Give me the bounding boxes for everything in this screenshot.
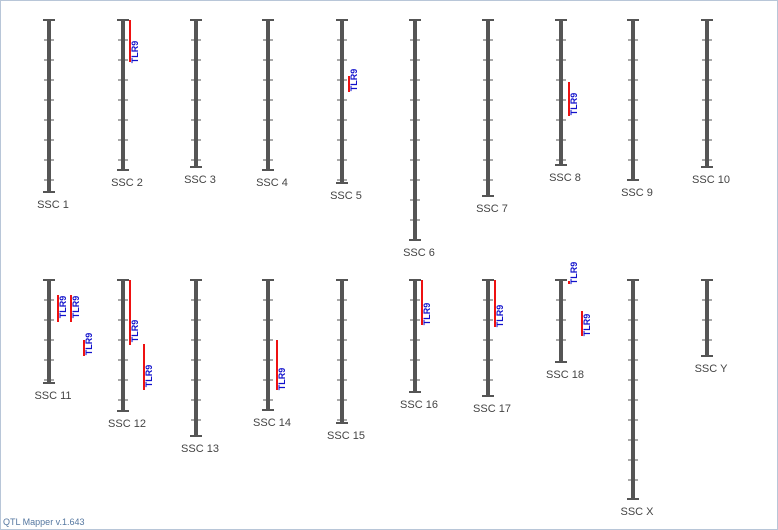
qtl-label: TLR9 xyxy=(144,365,154,388)
chromosome-label: SSC 15 xyxy=(327,430,365,442)
chromosome-group: SSC 6 xyxy=(403,19,435,259)
chromosome-bar xyxy=(486,20,490,196)
chromosome-bar xyxy=(266,280,270,410)
chromosome-bar xyxy=(486,280,490,396)
chromosome-group: SSC 7 xyxy=(476,19,508,215)
qtl-label: TLR9 xyxy=(71,296,81,319)
chromosome-label: SSC 11 xyxy=(34,390,71,402)
chromosome-bar xyxy=(705,280,709,356)
chromosome-group: SSC 10 xyxy=(692,19,730,186)
chromosome-group: SSC 1 xyxy=(37,19,69,211)
chromosome-group: SSC Y xyxy=(695,279,728,375)
chromosome-group: SSC 13 xyxy=(181,279,219,455)
chromosome-label: SSC 16 xyxy=(400,399,438,411)
chromosome-label: SSC 1 xyxy=(37,199,69,211)
chromosome-group: SSC 15 xyxy=(327,279,365,442)
chromosome-label: SSC 8 xyxy=(549,172,581,184)
chromosome-label: SSC 9 xyxy=(621,187,653,199)
chromosome-label: SSC 3 xyxy=(184,174,216,186)
qtl-label: TLR9 xyxy=(58,296,68,319)
chromosome-label: SSC 17 xyxy=(473,403,511,415)
chromosome-group: SSC 17 TLR9 xyxy=(473,279,511,415)
chromosome-label: SSC Y xyxy=(695,363,728,375)
chromosome-label: SSC X xyxy=(620,506,654,518)
chromosome-label: SSC 12 xyxy=(108,418,146,430)
chromosome-bar xyxy=(413,280,417,392)
chromosome-bar xyxy=(121,280,125,411)
chromosome-group: SSC 5 TLR9 xyxy=(330,19,362,202)
qtl-label: TLR9 xyxy=(349,69,359,92)
chromosome-label: SSC 18 xyxy=(546,369,584,381)
chromosome-group: SSC 8 TLR9 xyxy=(549,19,581,184)
qtl-label: TLR9 xyxy=(130,41,140,64)
qtl-label: TLR9 xyxy=(84,333,94,356)
chromosome-bar xyxy=(266,20,270,170)
chromosome-bar xyxy=(559,20,563,165)
chromosome-label: SSC 5 xyxy=(330,190,362,202)
qtl-label: TLR9 xyxy=(422,303,432,326)
chromosome-bar xyxy=(47,280,51,383)
chromosome-bar xyxy=(340,20,344,183)
chromosome-group: SSC 12 TLR9 TLR9 xyxy=(108,279,154,430)
qtl-label: TLR9 xyxy=(569,262,579,285)
chromosome-group: SSC 9 xyxy=(621,19,653,199)
chromosome-bar xyxy=(47,20,51,192)
chromosome-label: SSC 14 xyxy=(253,417,291,429)
chromosome-bar xyxy=(413,20,417,240)
chromosome-bar xyxy=(194,20,198,167)
chromosome-bar xyxy=(631,280,635,499)
chromosome-group: SSC 2 TLR9 xyxy=(111,19,143,189)
qtl-label: TLR9 xyxy=(582,314,592,337)
chromosome-bar xyxy=(559,280,563,362)
chromosome-group: SSC 14 TLR9 xyxy=(253,279,291,429)
chromosome-bar xyxy=(194,280,198,436)
chromosome-bar xyxy=(705,20,709,167)
chromosome-bar xyxy=(121,20,125,170)
chromosome-group: SSC 16 TLR9 xyxy=(400,279,438,411)
chromosome-group: SSC 3 xyxy=(184,19,216,186)
chromosome-label: SSC 7 xyxy=(476,203,508,215)
chromosome-group: SSC X xyxy=(620,279,654,518)
chromosome-bar xyxy=(340,280,344,423)
qtl-label: TLR9 xyxy=(130,320,140,343)
qtl-label: TLR9 xyxy=(495,305,505,328)
chromosome-label: SSC 13 xyxy=(181,443,219,455)
chromosome-label: SSC 6 xyxy=(403,247,435,259)
chromosome-label: SSC 2 xyxy=(111,177,143,189)
chromosome-group: SSC 18 TLR9 TLR9 xyxy=(546,262,592,381)
chromosome-label: SSC 4 xyxy=(256,177,288,189)
app-version-footer: QTL Mapper v.1.643 xyxy=(3,517,85,527)
chromosome-group: SSC 4 xyxy=(256,19,288,189)
qtl-label: TLR9 xyxy=(277,368,287,391)
qtl-label: TLR9 xyxy=(569,93,579,116)
chromosome-bar xyxy=(631,20,635,180)
chromosome-label: SSC 10 xyxy=(692,174,730,186)
